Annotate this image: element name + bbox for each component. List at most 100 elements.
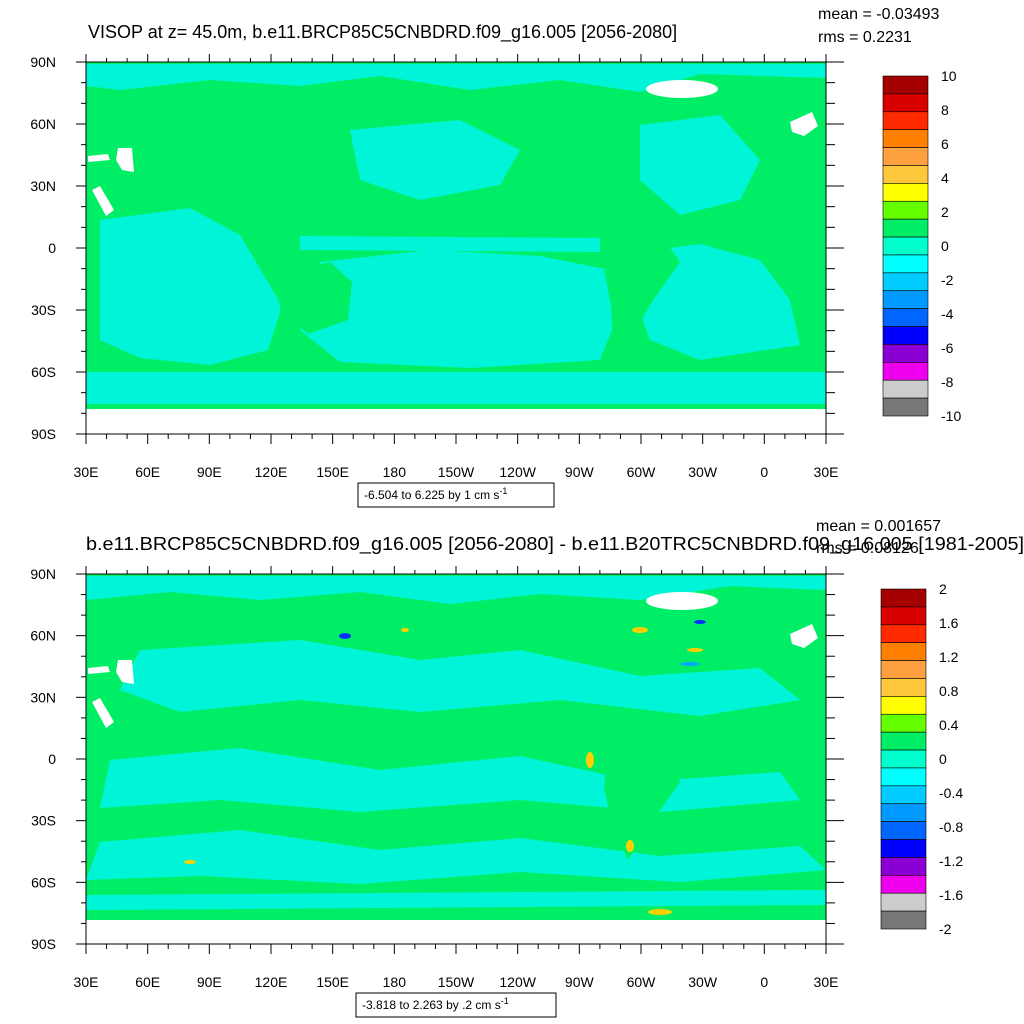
colorbar-label: 0 [941, 238, 949, 254]
panel-2-info-exponent: -1 [501, 996, 509, 1006]
colorbar-swatch [882, 129, 929, 148]
colorbar-swatch [880, 839, 927, 858]
x-tick-label: 150W [438, 464, 475, 480]
x-tick-label: 90W [565, 974, 595, 990]
panel-2: b.e11.BRCP85C5CNBDRD.f09_g16.005 [2056-2… [30, 518, 1024, 1018]
south-atlantic-patch [632, 244, 800, 360]
x-tick-label: 120E [255, 464, 288, 480]
colorbar-swatch [880, 875, 927, 894]
y-tick-label: 90S [31, 936, 56, 952]
colorbar-label: -8 [941, 374, 954, 390]
colorbar-swatch [880, 660, 927, 679]
x-tick-label: 120W [499, 974, 536, 990]
colorbar-label: 10 [941, 68, 957, 84]
colorbar-swatch [880, 767, 927, 787]
colorbar-swatch [880, 821, 927, 840]
colorbar-label: 8 [941, 102, 949, 118]
y-tick-label: 60S [31, 874, 56, 890]
anomaly-speckles [184, 620, 706, 915]
x-tick-label: 120E [255, 974, 288, 990]
colorbar-label: -1.2 [939, 853, 963, 869]
panel-1-title: VISOP at z= 45.0m, b.e11.BRCP85C5CNBDRD.… [88, 22, 677, 43]
caspian-missing [116, 148, 134, 172]
colorbar-label: -4 [941, 306, 954, 322]
red-sea-missing [92, 186, 114, 216]
panel-1-colorbar: 10 8 6 4 2 0 -2 -4 -6 -8 -10 [882, 68, 961, 424]
panel-2-info-label: -3.818 to 2.263 by .2 cm s [362, 998, 501, 1012]
y-tick-label: 90S [31, 426, 56, 442]
indian-ocean-patch [100, 208, 282, 365]
x-tick-label: 60E [135, 974, 160, 990]
panel-1-mean: mean = -0.03493 [818, 6, 940, 23]
colorbar-label: 1.2 [939, 649, 959, 665]
med-missing [88, 666, 110, 674]
x-tick-label: 150W [438, 974, 475, 990]
colorbar-label: 0.8 [939, 683, 959, 699]
colorbar-swatch [880, 624, 927, 643]
x-tick-label: 90E [197, 464, 222, 480]
colorbar-label: 4 [941, 170, 949, 186]
colorbar-label: 1.6 [939, 615, 959, 631]
panel-1-x-ticks: 30E 60E 90E 120E 150E 180 150W 120W 90W 60W 30W 0 30… [74, 54, 838, 480]
x-tick-label: 30E [814, 974, 839, 990]
x-tick-label: 30W [688, 464, 718, 480]
australia-land [276, 262, 352, 334]
x-tick-label: 30E [74, 464, 99, 480]
colorbar-swatch [882, 272, 929, 292]
colorbar-swatch [880, 749, 927, 769]
panel-2-x-ticks: 30E 60E 90E 120E 150E 180 150W 120W 90W 60W 30W 0 30… [74, 566, 839, 990]
colorbar-label: -0.4 [939, 785, 963, 801]
colorbar-label: -2 [941, 272, 954, 288]
y-tick-label: 60N [30, 628, 56, 644]
y-tick-label: 0 [48, 240, 56, 256]
colorbar-swatch [882, 326, 929, 345]
panel-1-info-exponent: -1 [499, 486, 507, 496]
panel-2-colorbar: 2 1.6 1.2 0.8 0.4 0 -0.4 -0.8 -1.2 -1.6 -2 [880, 581, 963, 937]
colorbar-swatch [882, 218, 929, 238]
equatorial-pacific-band [300, 236, 600, 252]
colorbar-label: 6 [941, 136, 949, 152]
x-tick-label: 60W [627, 464, 657, 480]
greenland-missing [646, 592, 718, 610]
y-tick-label: 60N [30, 116, 56, 132]
colorbar-swatch [880, 803, 927, 822]
colorbar-label: -10 [941, 408, 961, 424]
south-band [86, 830, 826, 884]
missing-south-band [86, 409, 826, 434]
colorbar-swatch [882, 254, 929, 274]
colorbar-swatch [882, 397, 929, 417]
south-america-land [604, 756, 680, 860]
colorbar-label: -6 [941, 340, 954, 356]
colorbar-swatch [882, 200, 929, 220]
arctic-band [86, 576, 826, 604]
colorbar-label: 0 [939, 751, 947, 767]
x-tick-label: 120W [499, 464, 536, 480]
colorbar-swatch [880, 696, 927, 715]
colorbar-swatch [882, 236, 929, 256]
colorbar-swatch [880, 731, 927, 751]
colorbar-swatch [880, 678, 927, 697]
y-tick-label: 30S [31, 302, 56, 318]
colorbar-swatch [882, 111, 929, 130]
panel-1-info-box: -6.504 to 6.225 by 1 cm s-1 [357, 482, 555, 508]
greenland-missing [646, 80, 718, 98]
x-tick-label: 30E [74, 974, 99, 990]
y-tick-label: 90N [30, 54, 56, 70]
southern-ocean-band [86, 372, 826, 404]
panel-2-map [86, 574, 826, 944]
antarctic-band [86, 890, 826, 910]
north-band [120, 640, 800, 716]
colorbar-swatch [880, 606, 927, 626]
colorbar-label: -0.8 [939, 819, 963, 835]
colorbar-label: -2 [939, 921, 952, 937]
colorbar-swatch [880, 785, 927, 805]
colorbar-swatch [882, 344, 929, 363]
panel-2-rms: rms = 0.08126 [816, 540, 919, 557]
colorbar-label: 2 [941, 204, 949, 220]
panel-1-rms: rms = 0.2231 [818, 29, 912, 46]
x-tick-label: 60E [135, 464, 160, 480]
colorbar-swatch [880, 642, 927, 661]
med-missing [88, 154, 110, 162]
x-tick-label: 150E [316, 464, 349, 480]
colorbar-swatch [882, 290, 929, 309]
